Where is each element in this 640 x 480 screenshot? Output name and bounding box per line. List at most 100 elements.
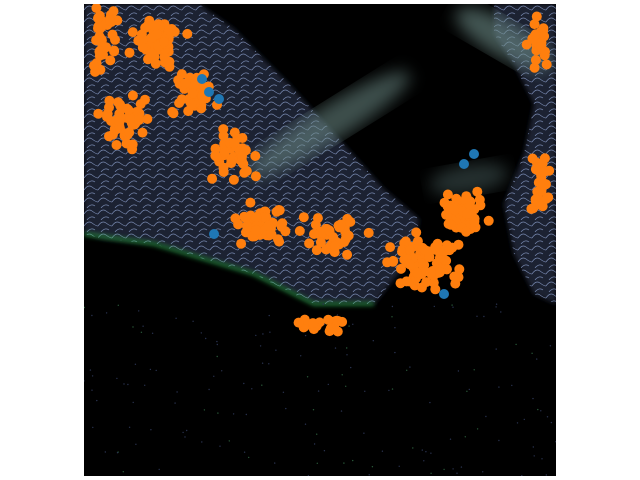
cell-marker-orange [445,219,456,230]
speckle-dot [322,303,324,305]
cell-marker-orange [250,171,261,182]
speckle-dot [421,449,423,451]
cell-marker-orange [461,226,472,237]
speckle-dot [155,369,157,372]
cell-marker-orange [229,138,239,149]
cell-marker-orange [397,246,407,257]
cell-marker-orange [538,23,549,34]
speckle-dot [89,369,92,371]
speckle-dot [116,377,118,380]
speckle-dot [132,326,134,328]
cell-marker-orange [530,55,541,65]
speckle-dot [306,376,309,378]
speckle-dot [312,409,315,411]
cell-marker-orange [539,50,550,61]
cell-marker-orange [104,95,115,106]
speckle-dot [138,310,140,312]
cell-marker-orange [294,226,305,236]
cell-marker-orange [180,78,191,89]
speckle-dot [122,471,124,473]
cell-marker-orange [421,277,432,288]
speckle-dot [213,375,215,377]
speckle-dot [352,459,354,462]
cell-marker-orange [159,37,169,48]
cell-marker-orange [271,206,282,217]
cell-marker-orange [529,19,540,30]
speckle-dot [346,354,348,356]
cell-marker-orange [404,245,415,256]
speckle-dot [363,432,365,434]
speckle-dot [549,345,552,347]
speckle-dot [341,374,343,376]
speckle-dot [495,348,497,350]
cell-marker-orange [127,144,138,155]
speckle-dot [430,472,432,474]
speckle-dot [327,383,329,386]
speckle-dot [412,447,414,449]
cell-marker-orange [526,203,537,214]
cell-marker-orange [280,226,291,237]
cell-marker-orange [425,267,436,278]
speckle-dot [216,355,218,358]
cell-marker-orange [125,113,136,124]
cell-marker-orange [94,50,105,61]
speckle-dot [128,426,131,428]
speckle-dot [483,315,485,318]
speckle-dot [135,443,137,445]
speckle-dot [151,332,154,334]
speckle-dot [175,317,177,319]
cell-markers [89,4,555,337]
cell-marker-orange [444,245,455,256]
speckle-dot [449,438,452,440]
cell-marker-orange [146,48,157,58]
speckle-dot [541,458,543,460]
speckle-dot [368,474,370,476]
speckle-dot [532,446,534,448]
speckle-dot [466,390,468,392]
speckle-dot [304,423,307,425]
speckle-dot [255,334,257,337]
speckle-dot [352,323,354,325]
speckle-dot [500,311,502,313]
cell-marker-orange [127,27,138,38]
cell-marker-orange [483,215,494,226]
speckle-dot [201,441,203,443]
cell-marker-orange [108,6,119,17]
cell-marker-blue [209,229,219,239]
speckle-dot [261,384,263,386]
speckle-dot [485,415,487,418]
speckle-dot [536,358,538,360]
speckle-dot [340,410,343,412]
microscopy-figure [84,4,556,476]
speckle-dot [371,466,374,468]
speckle-dot [482,471,484,473]
speckle-dot [545,474,547,476]
cell-marker-orange [541,59,552,70]
cell-marker-orange [93,13,103,24]
speckle-dot [391,388,394,390]
speckle-dot [150,429,152,431]
speckle-dot [460,466,463,468]
cell-marker-blue [439,289,449,299]
cell-marker-orange [137,127,148,138]
speckle-dot [336,314,339,316]
cell-marker-orange [104,131,114,142]
cell-marker-orange [210,150,221,161]
speckle-dot [144,384,146,386]
cell-marker-orange [239,167,250,178]
speckle-dot [217,412,219,414]
cell-marker-orange [385,242,396,253]
speckle-dot [307,475,310,476]
cell-marker-orange [363,227,374,238]
speckle-dot [345,385,347,387]
speckle-dot [456,472,458,474]
speckle-dot [323,450,326,452]
speckle-dot [348,325,350,327]
cell-marker-orange [140,94,150,105]
speckle-dot [334,347,337,349]
cell-marker-orange [530,29,541,40]
speckle-dot [285,407,287,410]
cell-marker-orange [105,15,115,26]
speckle-dot [248,456,250,459]
speckle-dot [515,343,517,346]
